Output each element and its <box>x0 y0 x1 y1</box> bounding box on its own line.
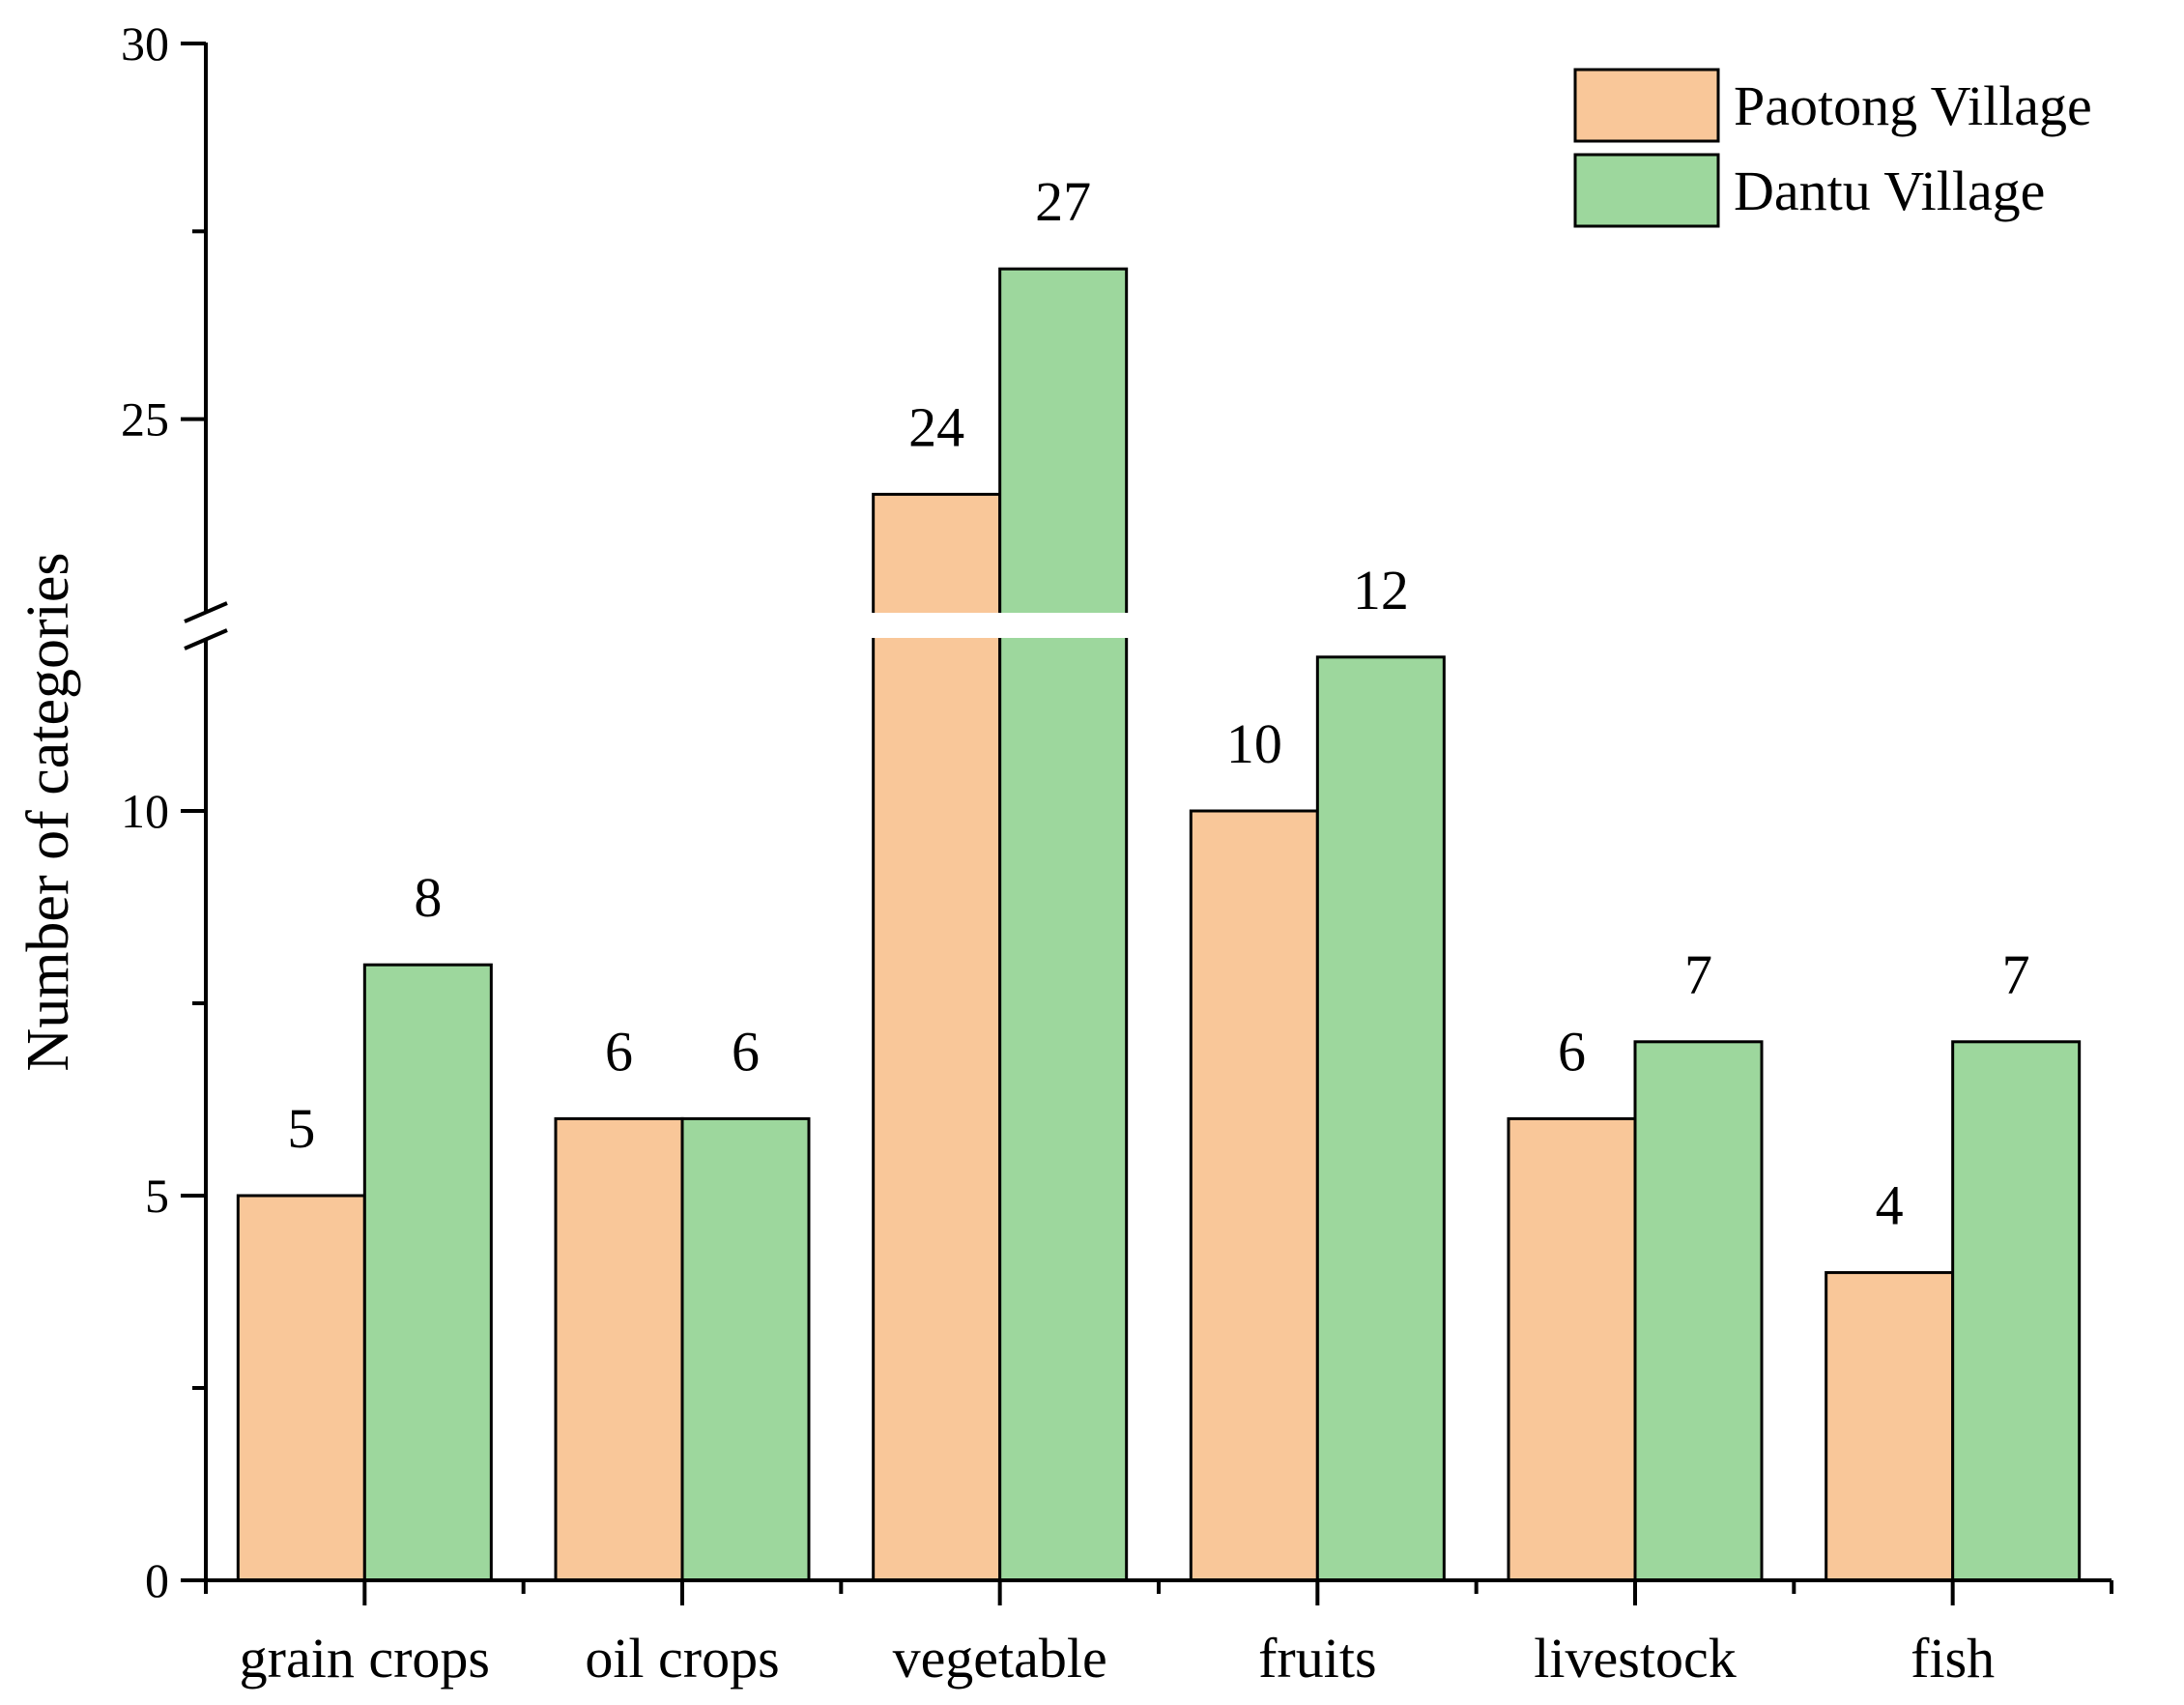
bar-paotong-grain-crops <box>236 1194 366 1582</box>
x-tick-label-oil-crops: oil crops <box>585 1627 779 1690</box>
legend-label-dantu: Dantu Village <box>1734 159 2045 222</box>
x-tick-label-livestock: livestock <box>1534 1627 1736 1690</box>
value-label-paotong-oil-crops: 6 <box>605 1020 633 1083</box>
value-label-dantu-fish: 7 <box>2002 943 2030 1006</box>
value-label-paotong-vegetable: 24 <box>908 395 964 458</box>
bar-paotong-vegetable <box>872 492 1002 1582</box>
bar-paotong-livestock <box>1507 1116 1637 1582</box>
value-label-paotong-livestock: 6 <box>1558 1020 1586 1083</box>
bar-dantu-fish <box>1951 1040 2082 1582</box>
bar-dantu-fruits <box>1315 655 1446 1582</box>
value-label-dantu-fruits: 12 <box>1353 559 1409 621</box>
y-tick-label-25: 25 <box>121 392 169 447</box>
value-label-paotong-grain-crops: 5 <box>287 1097 315 1160</box>
x-tick-label-grain-crops: grain crops <box>240 1627 490 1690</box>
y-tick-label-5: 5 <box>145 1169 169 1223</box>
value-label-dantu-livestock: 7 <box>1684 943 1712 1006</box>
bar-dantu-vegetable <box>998 267 1129 1582</box>
x-tick-label-fish: fish <box>1911 1627 1995 1690</box>
y-axis-break-mark-lower <box>184 628 228 650</box>
axis-break-band <box>210 613 2112 638</box>
legend-swatch-dantu <box>1573 153 1720 228</box>
legend-label-paotong: Paotong Village <box>1734 74 2092 137</box>
value-label-paotong-fish: 4 <box>1876 1174 1904 1237</box>
bars-layer <box>236 267 2082 1582</box>
x-tick-label-vegetable: vegetable <box>893 1627 1107 1690</box>
legend-swatch-paotong <box>1573 68 1720 143</box>
y-tick-label-30: 30 <box>121 16 169 71</box>
axes-layer: 0 5 10 25 30 grain crops oil crops vegetable fru… <box>121 16 2113 1690</box>
value-labels-layer: 5 8 6 6 24 27 10 12 6 7 4 7 <box>287 170 2029 1236</box>
legend: Paotong Village Dantu Village <box>1573 68 2092 228</box>
y-axis-title: Number of categories <box>15 552 81 1071</box>
y-tick-label-10: 10 <box>121 784 169 838</box>
y-axis-break-mark-upper <box>184 601 228 623</box>
bar-paotong-fruits <box>1189 809 1319 1582</box>
value-label-paotong-fruits: 10 <box>1226 712 1282 775</box>
y-tick-label-0: 0 <box>145 1553 169 1607</box>
bar-dantu-oil-crops <box>680 1116 811 1582</box>
bar-dantu-grain-crops <box>362 963 493 1582</box>
axis-break-gap <box>210 613 2112 638</box>
bar-paotong-fish <box>1825 1271 1955 1582</box>
bar-dantu-livestock <box>1633 1040 1764 1582</box>
value-label-dantu-vegetable: 27 <box>1035 170 1091 233</box>
bar-paotong-oil-crops <box>554 1116 684 1582</box>
value-label-dantu-grain-crops: 8 <box>414 866 442 929</box>
value-label-dantu-oil-crops: 6 <box>732 1020 760 1083</box>
x-tick-label-fruits: fruits <box>1258 1627 1376 1690</box>
